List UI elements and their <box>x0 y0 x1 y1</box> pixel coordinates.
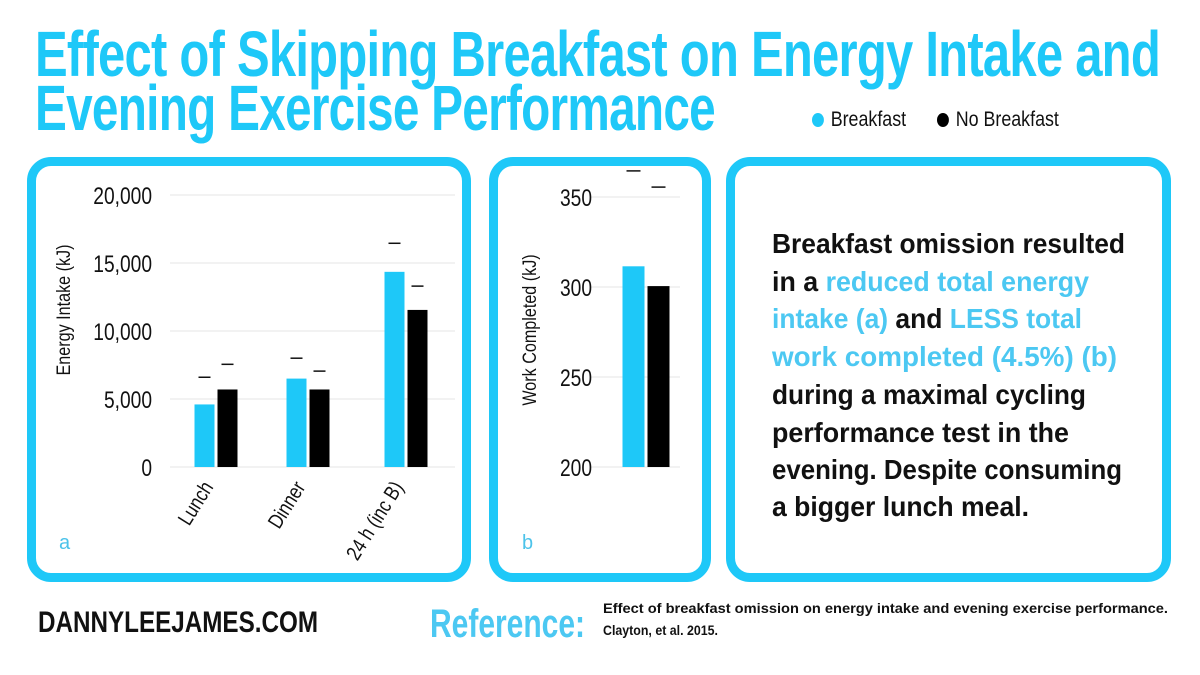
x-category-label: Dinner <box>264 477 311 533</box>
reference-label: Reference: <box>430 602 585 646</box>
bar-no-breakfast <box>647 286 670 467</box>
y-tick-label: 20,000 <box>93 182 152 210</box>
y-tick-label: 5,000 <box>104 386 152 414</box>
panel-b <box>489 157 711 582</box>
y-tick-label: 250 <box>560 364 592 392</box>
y-axis-label: Energy Intake (kJ) <box>53 245 75 376</box>
summary-line: evening. Despite consuming <box>772 454 1122 486</box>
y-tick-label: 0 <box>141 454 152 482</box>
legend-label: No Breakfast <box>955 108 1059 131</box>
bar-breakfast <box>194 404 215 467</box>
reference-authors: Clayton, et al. 2015. <box>603 622 718 638</box>
bar-no-breakfast <box>217 389 238 467</box>
y-tick-label: 300 <box>560 274 592 302</box>
panel-summary <box>726 157 1171 582</box>
panel-label-a: a <box>59 532 71 554</box>
bar-no-breakfast <box>407 309 428 467</box>
y-tick-label: 10,000 <box>93 318 152 346</box>
bar-no-breakfast <box>309 389 330 467</box>
y-tick-label: 200 <box>560 454 592 482</box>
highlighted-text: work completed (4.5%) (b) <box>772 341 1117 372</box>
y-axis-label: Work Completed (kJ) <box>519 254 541 405</box>
summary-line: work completed (4.5%) (b) <box>772 341 1117 373</box>
summary-text-segment: a bigger lunch meal. <box>772 491 1029 522</box>
summary-line: during a maximal cycling <box>772 379 1086 411</box>
y-tick-label: 15,000 <box>93 250 152 278</box>
legend-item-no-breakfast: No Breakfast <box>936 108 1059 132</box>
legend-swatch-no-breakfast <box>936 113 949 127</box>
legend-label: Breakfast <box>830 108 907 131</box>
y-tick-label: 350 <box>560 184 592 212</box>
bar-breakfast <box>286 378 307 467</box>
title-line-2: Evening Exercise Performance <box>35 72 716 144</box>
summary-line: intake (a) and LESS total <box>772 303 1082 335</box>
panel-label-b: b <box>522 532 534 554</box>
summary-text-segment: Breakfast omission resulted <box>772 228 1125 259</box>
bar-breakfast <box>622 266 645 467</box>
bar-breakfast <box>384 271 405 467</box>
summary-text-segment: during a maximal cycling <box>772 379 1086 410</box>
legend-swatch-breakfast <box>812 113 824 127</box>
highlighted-text: reduced total energy <box>825 266 1089 297</box>
reference-title: Effect of breakfast omission on energy i… <box>603 600 1168 616</box>
site-name: DANNYLEEJAMES.COM <box>38 606 318 639</box>
summary-line: a bigger lunch meal. <box>772 491 1029 523</box>
summary-text-segment: evening. Despite consuming <box>772 454 1122 485</box>
summary-text-segment: in a <box>772 266 826 297</box>
legend-item-breakfast: Breakfast <box>812 108 906 132</box>
x-category-label: 24 h (inc B) <box>343 478 409 565</box>
x-category-label: Lunch <box>174 478 218 530</box>
summary-line: performance test in the <box>772 417 1069 449</box>
highlighted-text: intake (a) <box>772 303 889 334</box>
highlighted-text: LESS total <box>949 303 1082 334</box>
summary-text-segment: and <box>888 303 950 334</box>
summary-line: in a reduced total energy <box>772 266 1089 298</box>
summary-text-segment: performance test in the <box>772 417 1069 448</box>
summary-line: Breakfast omission resulted <box>772 228 1125 260</box>
legend: Breakfast No Breakfast <box>812 108 1094 132</box>
title-line-1: Effect of Skipping Breakfast on Energy I… <box>35 18 1161 90</box>
